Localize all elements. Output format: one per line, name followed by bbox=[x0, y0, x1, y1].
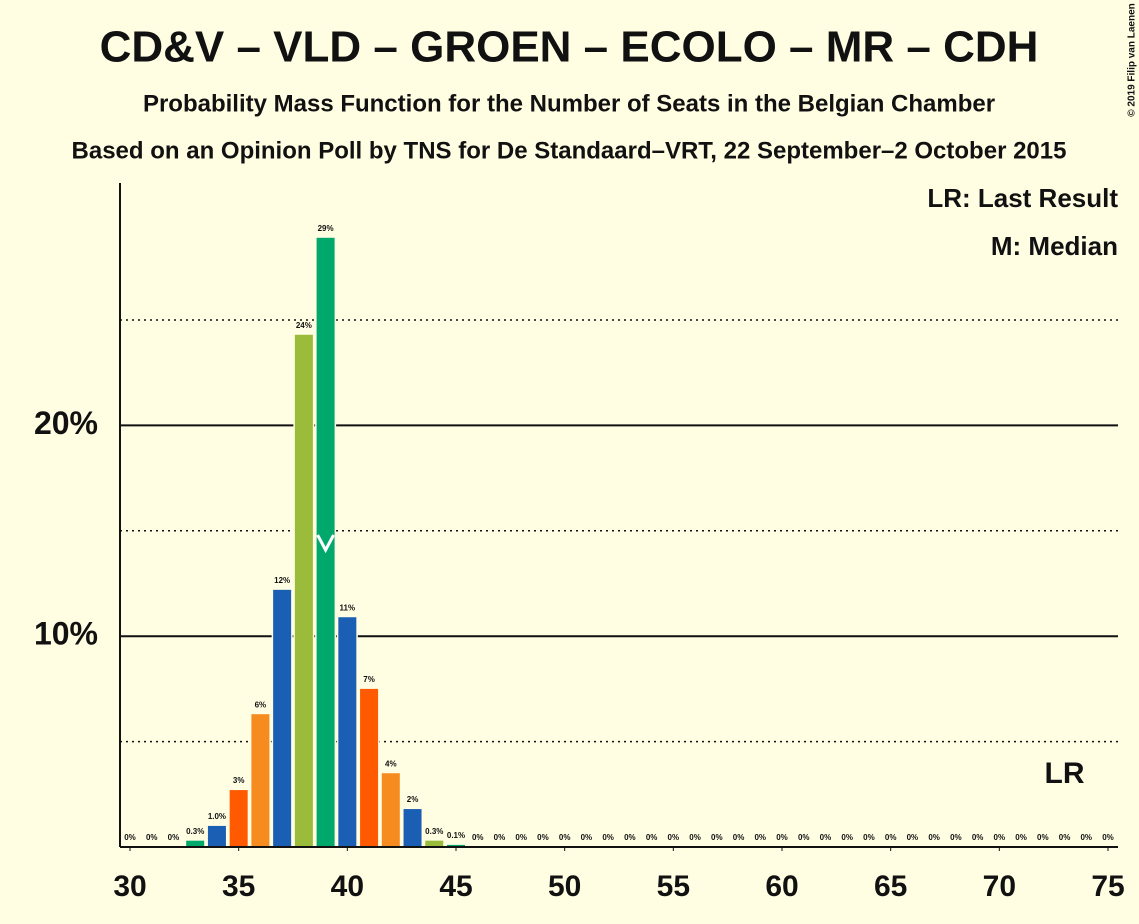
data-label: 0% bbox=[472, 833, 484, 842]
x-tick-label: 35 bbox=[222, 870, 255, 903]
x-tick-label: 45 bbox=[439, 870, 472, 903]
x-tick-label: 40 bbox=[331, 870, 364, 903]
bar bbox=[271, 588, 293, 849]
x-tick-label: 75 bbox=[1091, 870, 1124, 903]
data-label: 0% bbox=[124, 833, 136, 842]
data-label: 0% bbox=[885, 833, 897, 842]
x-tick-label: 50 bbox=[548, 870, 581, 903]
data-label: 0.3% bbox=[186, 827, 204, 836]
bar bbox=[402, 807, 424, 849]
data-label: 0% bbox=[972, 833, 984, 842]
data-label: 0% bbox=[950, 833, 962, 842]
data-label: 0% bbox=[515, 833, 527, 842]
data-label: 0% bbox=[776, 833, 788, 842]
data-label: 0% bbox=[820, 833, 832, 842]
x-tick-label: 70 bbox=[983, 870, 1016, 903]
x-tick-label: 60 bbox=[765, 870, 798, 903]
chart-subtitle: Probability Mass Function for the Number… bbox=[143, 90, 995, 117]
bar bbox=[315, 236, 337, 849]
data-label: 0% bbox=[537, 833, 549, 842]
data-label: 0% bbox=[602, 833, 614, 842]
data-label: 7% bbox=[363, 675, 375, 684]
data-label: 0.3% bbox=[425, 827, 443, 836]
data-label: 0.1% bbox=[447, 831, 465, 840]
data-label: 0% bbox=[494, 833, 506, 842]
x-tick-label: 55 bbox=[657, 870, 690, 903]
data-label: 0% bbox=[841, 833, 853, 842]
data-label: 6% bbox=[255, 700, 267, 709]
data-label: 0% bbox=[1059, 833, 1071, 842]
data-label: 3% bbox=[233, 776, 245, 785]
bar bbox=[206, 824, 228, 849]
data-label: 0% bbox=[624, 833, 636, 842]
data-label: 0% bbox=[1080, 833, 1092, 842]
data-label: 0% bbox=[168, 833, 180, 842]
median-marker bbox=[316, 534, 335, 554]
data-label: 0% bbox=[646, 833, 658, 842]
x-tick-label: 65 bbox=[874, 870, 907, 903]
bar bbox=[293, 333, 315, 849]
bar bbox=[249, 712, 271, 849]
y-tick-label: 10% bbox=[34, 616, 98, 652]
data-label: 0% bbox=[581, 833, 593, 842]
data-label: 4% bbox=[385, 759, 397, 768]
last-result-label: LR bbox=[1045, 757, 1085, 790]
data-label: 0% bbox=[668, 833, 680, 842]
legend-entry: M: Median bbox=[991, 231, 1118, 261]
data-label: 24% bbox=[296, 321, 312, 330]
data-label: 0% bbox=[559, 833, 571, 842]
y-tick-label: 20% bbox=[34, 405, 98, 441]
bar bbox=[228, 788, 250, 849]
data-label: 0% bbox=[1037, 833, 1049, 842]
chart-title: CD&V – VLD – GROEN – ECOLO – MR – CDH bbox=[100, 23, 1039, 72]
copyright: © 2019 Filip van Laenen bbox=[1127, 3, 1138, 117]
data-label: 0% bbox=[907, 833, 919, 842]
data-label: 0% bbox=[994, 833, 1006, 842]
x-tick-label: 30 bbox=[113, 870, 146, 903]
data-label: 0% bbox=[689, 833, 701, 842]
data-label: 0% bbox=[798, 833, 810, 842]
data-label: 0% bbox=[754, 833, 766, 842]
chart-subtitle: Based on an Opinion Poll by TNS for De S… bbox=[72, 137, 1067, 164]
data-label: 0% bbox=[733, 833, 745, 842]
data-label: 11% bbox=[340, 603, 356, 612]
data-label: 0% bbox=[711, 833, 723, 842]
data-label: 0% bbox=[1015, 833, 1027, 842]
data-label: 2% bbox=[407, 795, 419, 804]
data-label: 0% bbox=[928, 833, 940, 842]
data-label: 12% bbox=[274, 576, 290, 585]
data-label: 0% bbox=[1102, 833, 1114, 842]
data-label: 29% bbox=[318, 224, 334, 233]
bar bbox=[380, 771, 402, 849]
data-label: 0% bbox=[146, 833, 158, 842]
bar bbox=[358, 687, 380, 849]
bar bbox=[336, 615, 358, 849]
data-label: 0% bbox=[863, 833, 875, 842]
data-label: 1.0% bbox=[208, 812, 226, 821]
legend-entry: LR: Last Result bbox=[927, 183, 1118, 213]
